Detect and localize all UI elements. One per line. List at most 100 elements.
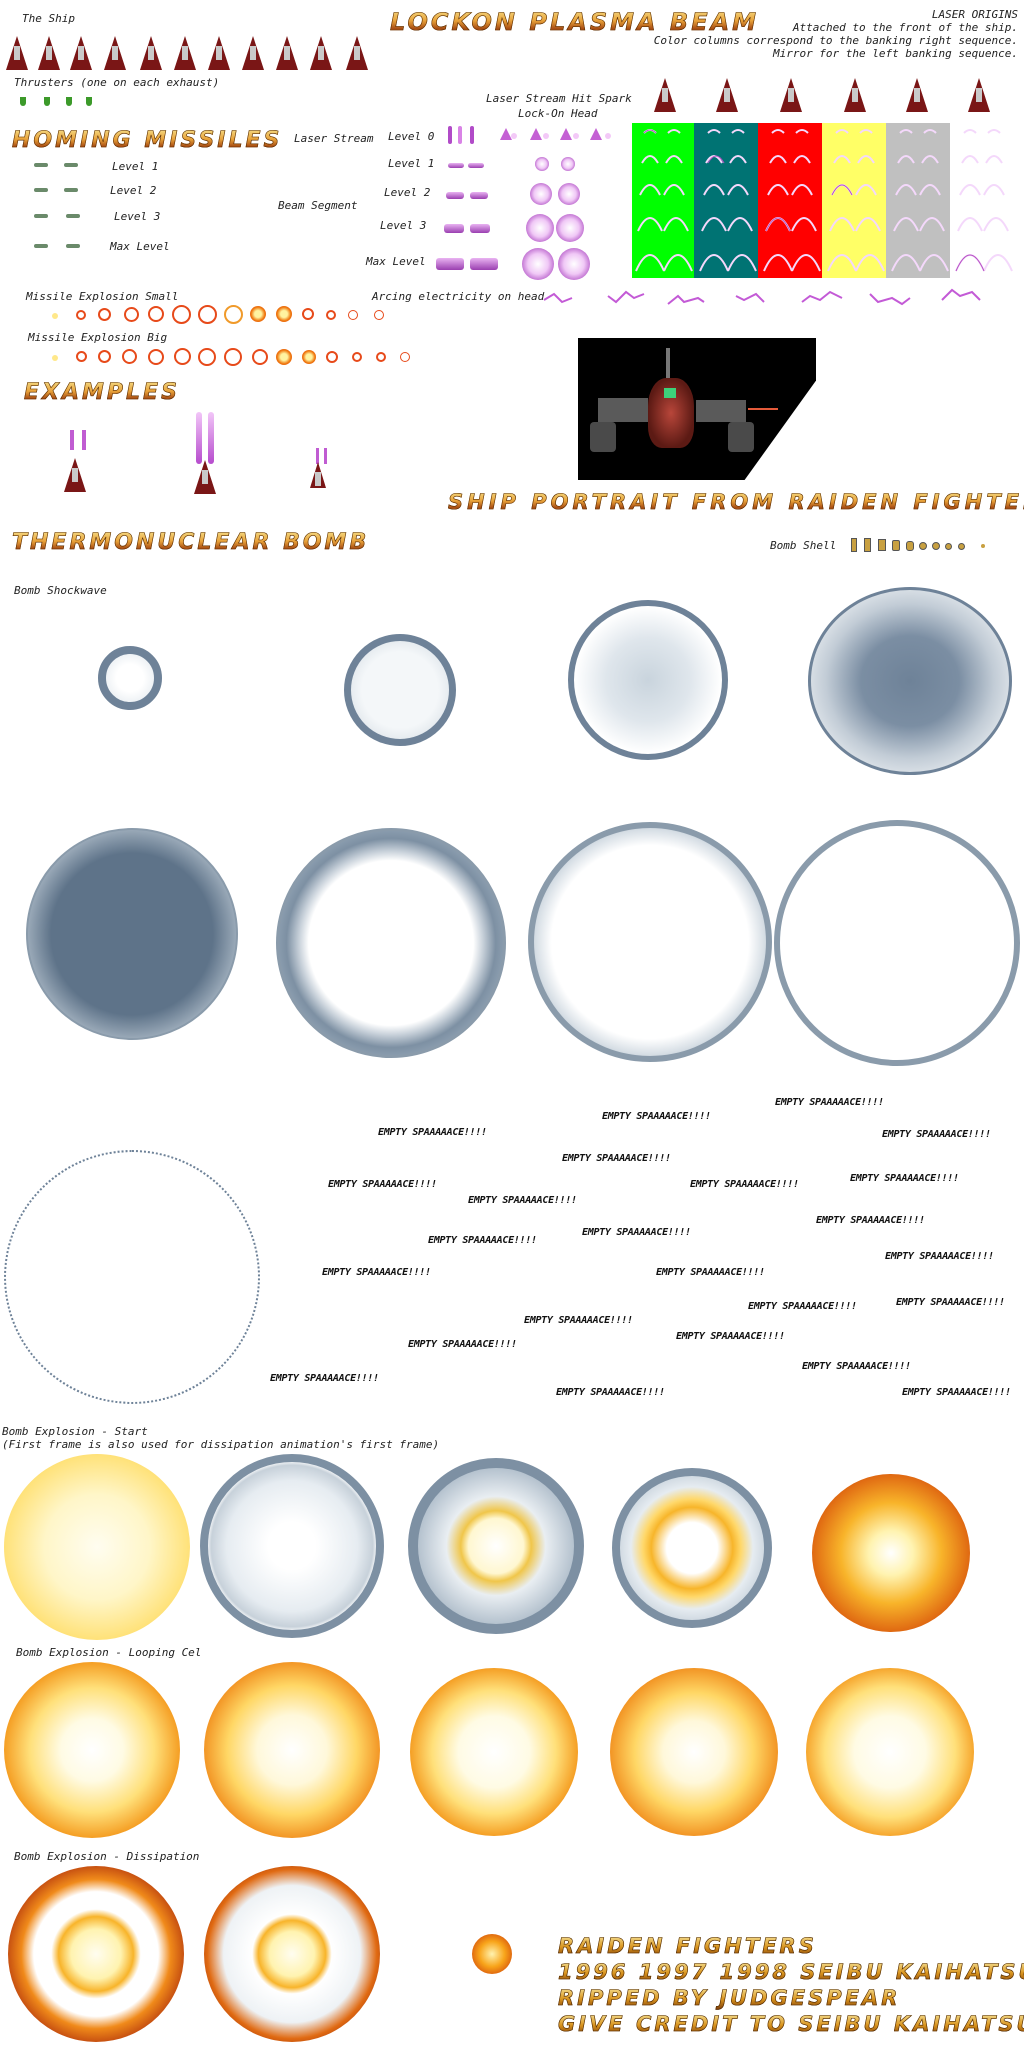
empty-space-text: EMPTY SPAAAAACE!!!! (562, 1153, 671, 1164)
laser-spark-icon (530, 183, 552, 205)
laser-origins-title: LASER ORIGINS (931, 8, 1018, 21)
examples-header: EXAMPLES (24, 380, 180, 406)
banking-ship-icon (968, 78, 990, 112)
laser-origin-sprites (635, 129, 1013, 272)
beam-segment-icon (436, 258, 464, 270)
ship-sprite-icon (242, 36, 264, 70)
missile-icon (34, 244, 48, 248)
missile-level3-label: Level 3 (114, 210, 161, 223)
color-column-teal (694, 123, 758, 278)
bomb-shockwave-label: Bomb Shockwave (14, 584, 107, 597)
explosion-icon (4, 1454, 190, 1640)
shockwave-ring-icon (98, 646, 162, 710)
ship-portrait-header: SHIP PORTRAIT FROM RAIDEN FIGHTERS 1 (448, 490, 1024, 515)
explosion-icon (410, 1668, 578, 1836)
ship-sprite-icon (276, 36, 298, 70)
laser-origins-note-3: Mirror for the left banking sequence. (772, 47, 1018, 60)
explosion-icon (472, 1934, 512, 1974)
ship-sprite-icon (104, 36, 126, 70)
explosion-icon (204, 1662, 380, 1838)
color-column-green (632, 123, 694, 278)
laser-spark-icon (535, 157, 549, 171)
beam-maxlevel-label: Max Level (366, 255, 426, 268)
beam-level0-label: Level 0 (388, 130, 435, 143)
missile-level1-label: Level 1 (112, 160, 159, 173)
empty-space-text: EMPTY SPAAAAACE!!!! (322, 1267, 431, 1278)
empty-space-text: EMPTY SPAAAAACE!!!! (802, 1361, 911, 1372)
explosion-icon (812, 1474, 970, 1632)
missile-level2-label: Level 2 (110, 184, 157, 197)
banking-ship-icon (654, 78, 676, 112)
bomb-shell-label: Bomb Shell (770, 539, 837, 552)
ship-sprite-icon (38, 36, 60, 70)
empty-space-text: EMPTY SPAAAAACE!!!! (556, 1387, 665, 1398)
banking-ship-icon (780, 78, 802, 112)
bomb-shell-icon (919, 542, 927, 550)
empty-space-text: EMPTY SPAAAAACE!!!! (748, 1301, 857, 1312)
banking-ship-icon (844, 78, 866, 112)
ship-sprite-icon (70, 36, 92, 70)
color-column-red (758, 123, 822, 278)
empty-space-text: EMPTY SPAAAAACE!!!! (408, 1339, 517, 1350)
credit-copyright: 1996 1997 1998 SEIBU KAIHATSU INC. (558, 1960, 1024, 1985)
ship-sprite-icon (174, 36, 196, 70)
laser-spark-icon (558, 183, 580, 205)
color-column-yellow (822, 123, 886, 278)
empty-space-text: EMPTY SPAAAAACE!!!! (775, 1097, 884, 1108)
empty-space-text: EMPTY SPAAAAACE!!!! (378, 1127, 487, 1138)
missile-icon (34, 163, 48, 167)
bomb-shell-icon (878, 539, 886, 551)
empty-space-text: EMPTY SPAAAAACE!!!! (896, 1297, 1005, 1308)
beam-segment-icon (448, 163, 464, 168)
bomb-shell-icon (958, 543, 965, 550)
ship-label: The Ship (22, 12, 75, 25)
credit-give-credit: GIVE CREDIT TO SEIBU KAIHATSU INC. (558, 2012, 1024, 2037)
shockwave-ring-icon (344, 634, 456, 746)
beam-segment-icon (470, 224, 490, 233)
ship-sprite-icon (140, 36, 162, 70)
bomb-shell-icon (864, 538, 871, 552)
empty-space-text: EMPTY SPAAAAACE!!!! (690, 1179, 799, 1190)
missile-icon (66, 214, 80, 218)
empty-space-text: EMPTY SPAAAAACE!!!! (882, 1129, 991, 1140)
thruster-icon (86, 97, 92, 106)
explosion-icon (200, 1454, 384, 1638)
missile-icon (64, 163, 78, 167)
laser-stream-icon (458, 126, 462, 144)
laser-spark-icon (522, 248, 554, 280)
empty-space-text: EMPTY SPAAAAACE!!!! (468, 1195, 577, 1206)
empty-space-text: EMPTY SPAAAAACE!!!! (902, 1387, 1011, 1398)
thruster-icon (66, 97, 72, 106)
ship-portrait-image (578, 338, 816, 480)
laser-spark-icon (558, 248, 590, 280)
ship-sprite-icon (6, 36, 28, 70)
laser-stream-icon (470, 126, 474, 144)
thermonuclear-bomb-header: THERMONUCLEAR BOMB (12, 530, 370, 556)
empty-space-text: EMPTY SPAAAAACE!!!! (270, 1373, 379, 1384)
banking-ship-icon (906, 78, 928, 112)
bomb-shell-icon (906, 541, 914, 551)
shockwave-ring-icon (4, 1150, 260, 1404)
shockwave-ring-icon (26, 828, 238, 1040)
missile-explosion-small-label: Missile Explosion Small (26, 290, 179, 303)
thruster-icon (20, 97, 26, 106)
homing-missiles-header: HOMING MISSILES (12, 128, 283, 154)
laser-stream-label: Laser Stream (294, 132, 374, 145)
ship-sprite-icon (346, 36, 368, 70)
empty-space-text: EMPTY SPAAAAACE!!!! (816, 1215, 925, 1226)
beam-segment-icon (446, 192, 464, 199)
beam-segment-icon (468, 163, 484, 168)
credit-ripper: RIPPED BY JUDGESPEAR (558, 1986, 901, 2011)
bomb-shell-icon (945, 543, 952, 550)
bomb-shell-icon (932, 542, 940, 550)
bomb-shell-icon (981, 544, 985, 548)
beam-level1-label: Level 1 (388, 157, 435, 170)
empty-space-text: EMPTY SPAAAAACE!!!! (656, 1267, 765, 1278)
stream-spark-label: Laser Stream Hit Spark (486, 92, 632, 105)
beam-level2-label: Level 2 (384, 186, 431, 199)
shockwave-ring-icon (276, 828, 506, 1058)
beam-segment-label: Beam Segment (278, 199, 358, 212)
empty-space-text: EMPTY SPAAAAACE!!!! (602, 1111, 711, 1122)
missile-explosion-big-label: Missile Explosion Big (28, 331, 168, 344)
ship-sprite-icon (310, 36, 332, 70)
